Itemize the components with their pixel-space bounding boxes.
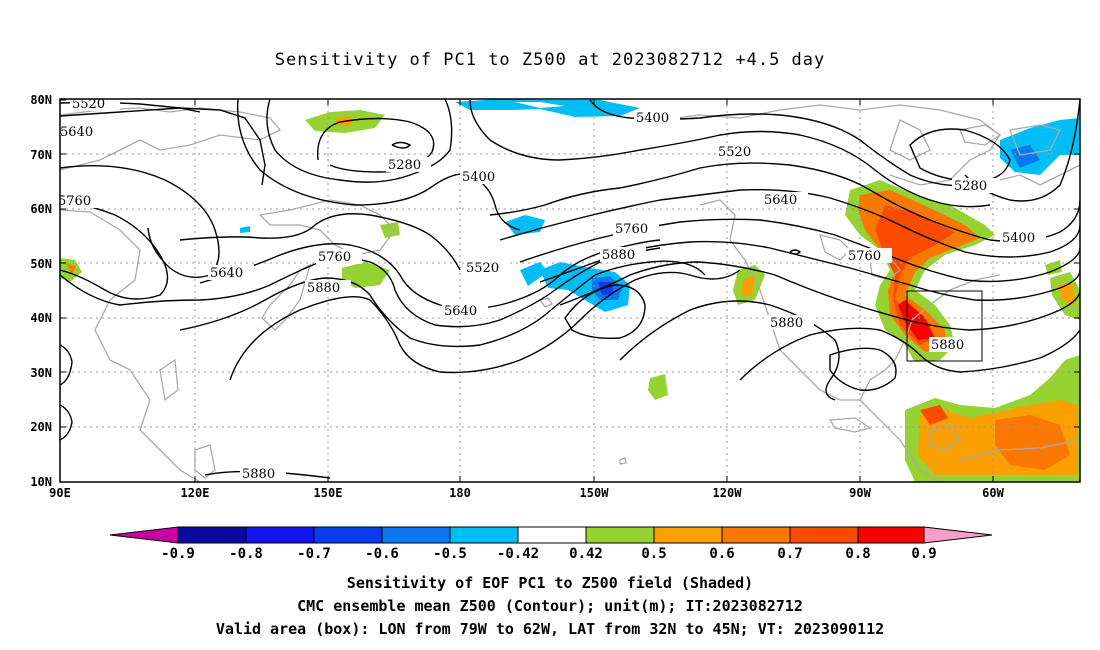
lon-label: 120E xyxy=(181,486,210,500)
tick-marks xyxy=(60,99,1080,482)
contour-label: 5880 xyxy=(242,467,275,482)
colorbar-tick-labels: -0.9 -0.8 -0.7 -0.6 -0.5 -0.42 0.42 0.5 … xyxy=(161,546,937,562)
colorbar-swatch xyxy=(517,526,587,544)
colorbar-tick: 0.5 xyxy=(641,546,666,562)
colorbar-swatch xyxy=(653,526,723,544)
contour-label: 5640 xyxy=(210,266,243,281)
lat-label: 70N xyxy=(30,148,52,162)
lat-label: 30N xyxy=(30,366,52,380)
contour-label: 5760 xyxy=(615,222,648,237)
contour-label: 5880 xyxy=(770,316,803,331)
latitude-labels: 80N 70N 60N 50N 40N 30N 20N 10N xyxy=(30,93,52,489)
lon-label: 180 xyxy=(449,486,471,500)
lon-label: 90E xyxy=(49,486,71,500)
contour-label: 5640 xyxy=(444,304,477,319)
contour-label: 5760 xyxy=(318,250,351,265)
colorbar-tick: -0.8 xyxy=(229,546,263,562)
colorbar xyxy=(109,526,993,544)
colorbar-tick: 0.6 xyxy=(709,546,734,562)
contour-label: 5880 xyxy=(931,338,964,353)
contour-label: 5280 xyxy=(954,179,987,194)
lat-label: 50N xyxy=(30,257,52,271)
plot-frame xyxy=(59,98,1081,483)
colorbar-tick: 0.8 xyxy=(845,546,870,562)
longitude-labels: 90E 120E 150E 180 150W 120W 90W 60W xyxy=(49,486,1004,500)
lon-label: 90W xyxy=(849,486,871,500)
colorbar-tick: -0.7 xyxy=(297,546,331,562)
plot-title: Sensitivity of PC1 to Z500 at 2023082712… xyxy=(274,50,826,70)
colorbar-tick: 0.7 xyxy=(777,546,802,562)
colorbar-swatch xyxy=(857,526,925,544)
contour-label: 5640 xyxy=(764,193,797,208)
contour-label: 5400 xyxy=(462,170,495,185)
colorbar-swatch xyxy=(245,526,315,544)
colorbar-low-triangle xyxy=(109,526,179,544)
coastlines xyxy=(60,104,1080,482)
lon-label: 150W xyxy=(580,486,610,500)
lon-label: 120W xyxy=(713,486,743,500)
lat-label: 40N xyxy=(30,311,52,325)
contour-label: 5880 xyxy=(602,248,635,263)
contour-label: 5520 xyxy=(72,97,105,112)
contour-label: 5760 xyxy=(848,249,881,264)
lat-label: 10N xyxy=(30,475,52,489)
contour-label: 5760 xyxy=(58,194,91,209)
contour-label-group: 5520 5640 5760 5280 5400 5400 5520 5280 … xyxy=(58,96,1046,482)
colorbar-swatch xyxy=(381,526,451,544)
contour-label: 5640 xyxy=(60,125,93,140)
colorbar-high-triangle xyxy=(923,526,993,544)
lat-label: 60N xyxy=(30,202,52,216)
contour-label: 5280 xyxy=(388,158,421,173)
caption-line-1: Sensitivity of EOF PC1 to Z500 field (Sh… xyxy=(346,574,754,592)
contour-label: 5520 xyxy=(718,145,751,160)
colorbar-swatch xyxy=(585,526,655,544)
colorbar-tick: -0.5 xyxy=(433,546,467,562)
colorbar-swatch xyxy=(789,526,859,544)
colorbar-tick: -0.42 xyxy=(497,546,539,562)
lon-label: 150E xyxy=(314,486,343,500)
caption-line-2: CMC ensemble mean Z500 (Contour); unit(m… xyxy=(297,597,803,615)
colorbar-swatch xyxy=(177,526,247,544)
contour-label: 5400 xyxy=(636,111,669,126)
valid-area-box xyxy=(906,290,983,362)
colorbar-swatch xyxy=(449,526,519,544)
contour-label: 5520 xyxy=(466,261,499,276)
colorbar-tick: 0.9 xyxy=(911,546,936,562)
caption-line-3: Valid area (box): LON from 79W to 62W, L… xyxy=(215,620,885,638)
grid-lines xyxy=(60,99,1080,482)
colorbar-swatch xyxy=(313,526,383,544)
colorbar-tick: -0.9 xyxy=(161,546,195,562)
lat-label: 20N xyxy=(30,420,52,434)
colorbar-tick: -0.6 xyxy=(365,546,399,562)
colorbar-tick: 0.42 xyxy=(569,546,603,562)
colorbar-swatch xyxy=(721,526,791,544)
lat-label: 80N xyxy=(30,93,52,107)
contour-label: 5880 xyxy=(307,281,340,296)
contour-label: 5400 xyxy=(1002,231,1035,246)
lon-label: 60W xyxy=(982,486,1004,500)
